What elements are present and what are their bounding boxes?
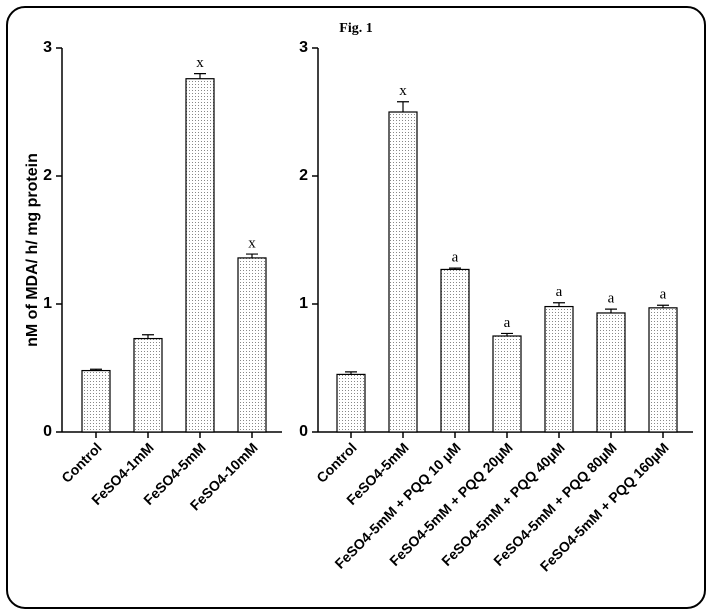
x-tick-label: Control xyxy=(313,439,360,486)
bar xyxy=(596,312,626,433)
bar xyxy=(440,268,470,433)
bar xyxy=(492,335,522,433)
bar-label: a xyxy=(608,291,615,307)
error-bar xyxy=(657,304,669,308)
bar xyxy=(336,373,366,433)
bar xyxy=(133,337,163,433)
bar xyxy=(237,257,267,433)
bar xyxy=(81,369,111,433)
y-tick-label: 2 xyxy=(299,167,308,184)
bar-label: x xyxy=(399,83,407,99)
error-bar xyxy=(345,371,357,375)
y-tick-label: 1 xyxy=(43,295,52,312)
error-bar xyxy=(501,332,513,336)
error-bar xyxy=(553,302,565,307)
y-tick-label: 0 xyxy=(43,423,52,440)
y-tick-label: 1 xyxy=(299,295,308,312)
error-bar xyxy=(449,267,461,270)
error-bar xyxy=(90,368,102,371)
bar-label: x xyxy=(196,55,204,71)
chart-title: Fig. 1 xyxy=(339,21,372,36)
bar xyxy=(185,78,215,433)
y-tick-label: 2 xyxy=(43,167,52,184)
y-tick-label: 3 xyxy=(299,39,308,56)
error-bar xyxy=(397,101,409,112)
x-tick-label: Control xyxy=(58,439,105,486)
y-tick-label: 3 xyxy=(43,39,52,56)
error-bar xyxy=(605,308,617,313)
bar-label: a xyxy=(452,250,459,266)
frame xyxy=(6,6,706,609)
bar-label: x xyxy=(248,236,256,252)
error-bar xyxy=(194,73,206,79)
bar xyxy=(388,111,418,433)
y-tick-label: 0 xyxy=(299,423,308,440)
error-bar xyxy=(142,334,154,339)
y-axis-label: nM of MDA/ h/ mg protein xyxy=(24,153,41,347)
bar-label: a xyxy=(504,315,511,331)
bar-label: a xyxy=(660,287,667,303)
error-bar xyxy=(246,253,258,258)
bar xyxy=(648,307,678,433)
bar xyxy=(544,305,574,433)
bar-label: a xyxy=(556,284,563,300)
